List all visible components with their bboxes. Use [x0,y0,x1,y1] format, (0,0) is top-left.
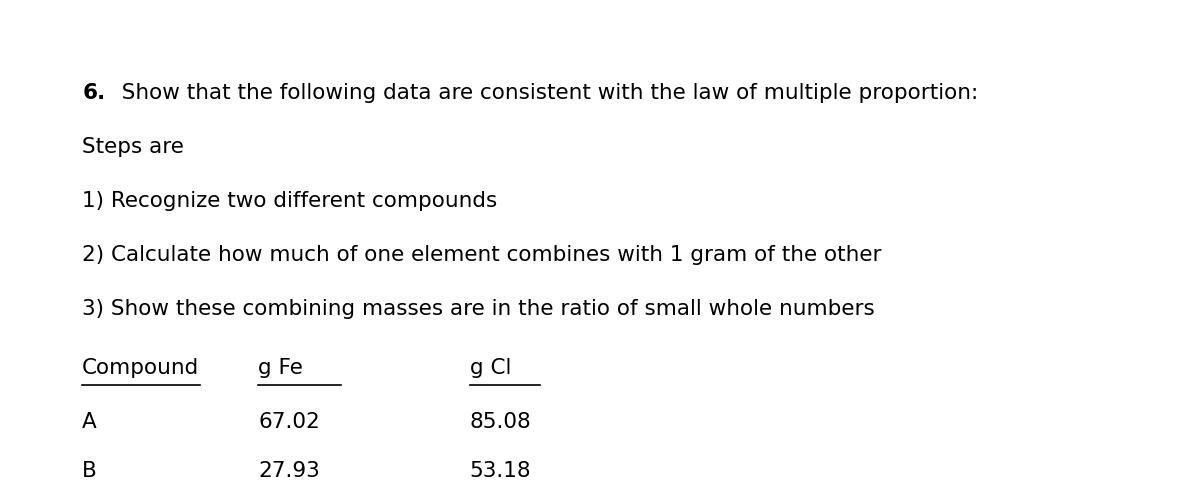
Text: 3) Show these combining masses are in the ratio of small whole numbers: 3) Show these combining masses are in th… [82,299,875,319]
Text: 1) Recognize two different compounds: 1) Recognize two different compounds [82,191,498,211]
Text: 53.18: 53.18 [469,461,532,481]
Text: 67.02: 67.02 [258,412,320,432]
Text: 27.93: 27.93 [258,461,320,481]
Text: Steps are: Steps are [82,137,184,157]
Text: g Cl: g Cl [469,358,511,378]
Text: 2) Calculate how much of one element combines with 1 gram of the other: 2) Calculate how much of one element com… [82,245,882,265]
Text: B: B [82,461,97,481]
Text: A: A [82,412,97,432]
Text: g Fe: g Fe [258,358,304,378]
Text: 6.: 6. [82,83,106,103]
Text: Compound: Compound [82,358,199,378]
Text: 85.08: 85.08 [469,412,532,432]
Text: Show that the following data are consistent with the law of multiple proportion:: Show that the following data are consist… [108,83,978,103]
